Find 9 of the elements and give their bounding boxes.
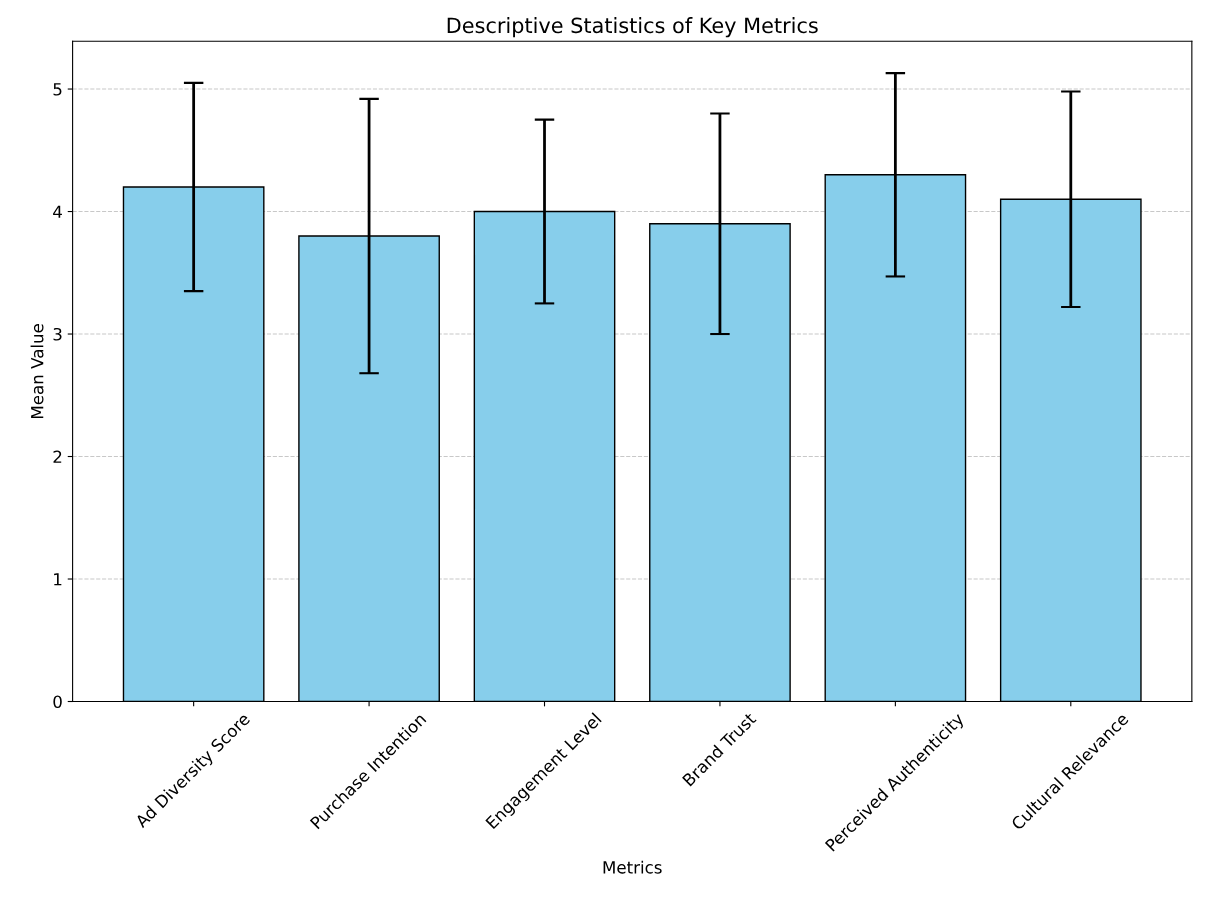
y-tick-label: 4 — [53, 205, 62, 218]
chart-title: Descriptive Statistics of Key Metrics — [447, 17, 818, 38]
y-tick-label: 2 — [53, 450, 62, 463]
y-axis-title: Mean Value — [30, 324, 44, 418]
x-axis-title: Metrics — [603, 860, 662, 874]
y-tick-label: 0 — [53, 695, 62, 709]
y-tick-label: 5 — [53, 83, 62, 96]
y-tick-label: 1 — [54, 573, 62, 586]
y-tick-label: 3 — [53, 327, 62, 341]
